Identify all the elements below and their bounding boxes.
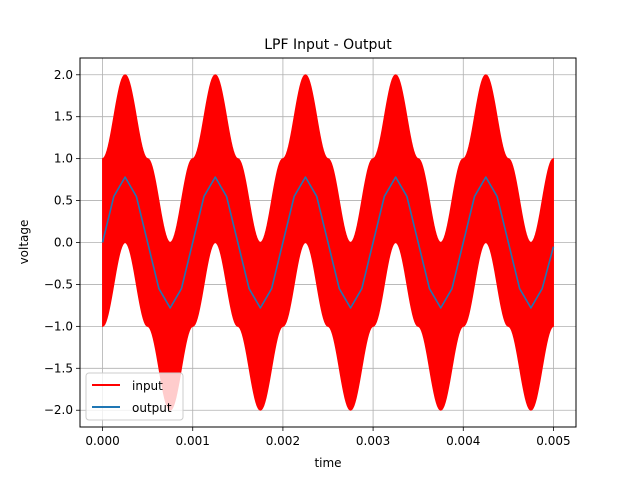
y-tick-label: −0.5: [44, 277, 73, 291]
y-tick-label: −1.0: [44, 319, 73, 333]
x-tick-label: 0.003: [356, 434, 390, 448]
legend: input output: [85, 372, 184, 421]
y-tick-label: −2.0: [44, 403, 73, 417]
y-tick-label: 1.0: [54, 152, 73, 166]
x-tick-label: 0.000: [85, 434, 119, 448]
y-tick-label: 1.5: [54, 110, 73, 124]
x-tick-label: 0.005: [536, 434, 570, 448]
legend-label-output: output: [132, 401, 172, 415]
y-tick-label: 0.5: [54, 194, 73, 208]
x-tick-label: 0.004: [446, 434, 480, 448]
x-tick-label: 0.001: [176, 434, 210, 448]
y-tick-label: −1.5: [44, 361, 73, 375]
x-axis-label: time: [314, 456, 341, 470]
x-tick-label: 0.002: [266, 434, 300, 448]
y-axis-label: voltage: [17, 220, 31, 265]
plot-area: [101, 74, 555, 411]
y-tick-label: 0.0: [54, 236, 73, 250]
ticks: 0.000 0.001 0.002 0.003 0.004 0.005 −2.0 −1.5 −1…: [44, 68, 571, 448]
chart-title: LPF Input - Output: [264, 37, 392, 53]
legend-label-input: input: [132, 379, 163, 393]
y-tick-label: 2.0: [54, 68, 73, 82]
